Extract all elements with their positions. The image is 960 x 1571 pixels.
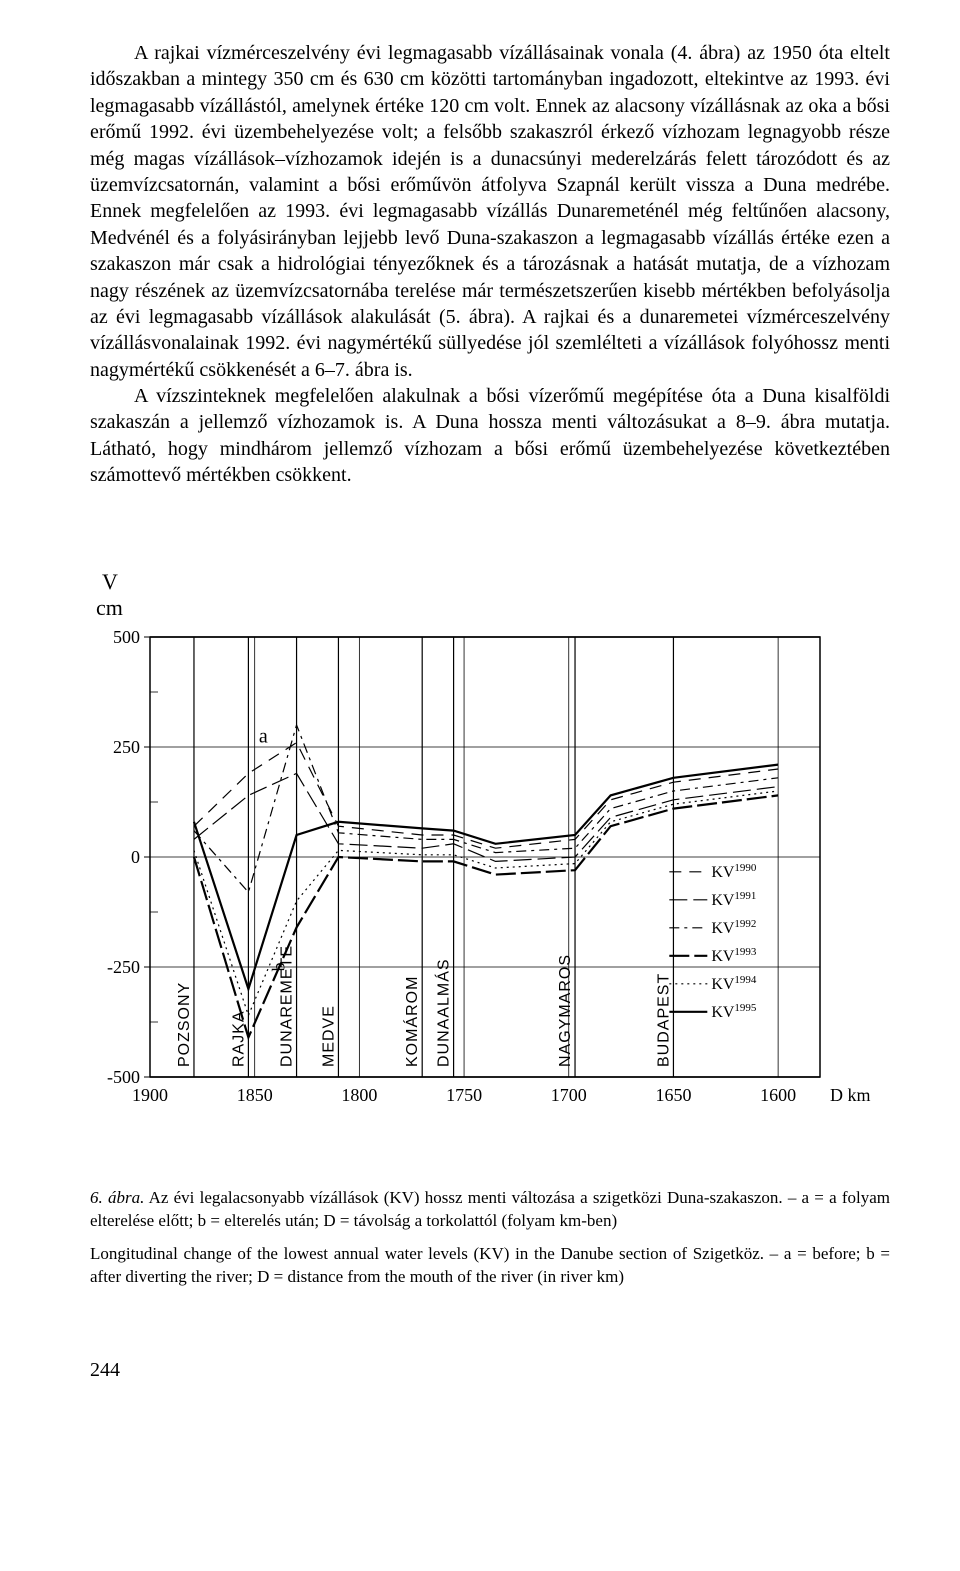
legend-label: KV1992 <box>711 918 756 937</box>
svg-text:1600: 1600 <box>760 1085 796 1105</box>
figure-caption-hu: 6. ábra. Az évi legalacsonyabb vízálláso… <box>90 1187 890 1233</box>
svg-text:1800: 1800 <box>341 1085 377 1105</box>
y-axis-unit: cm <box>96 595 890 621</box>
legend-label: KV1990 <box>711 862 757 881</box>
svg-text:1700: 1700 <box>551 1085 587 1105</box>
series-KV1990 <box>194 743 778 849</box>
body-paragraph-1: A rajkai vízmérceszelvény évi legmagasab… <box>90 40 890 383</box>
caption-text-hu: Az évi legalacsonyabb vízállások (KV) ho… <box>90 1188 890 1230</box>
figure-6: V cm -500 -250 0 250 500 1900 1850 1800 1750 1700… <box>90 569 890 1168</box>
y-axis-symbol: V <box>102 569 890 595</box>
svg-text:1650: 1650 <box>655 1085 691 1105</box>
series-KV1992 <box>194 725 778 892</box>
station-label: RAJKA <box>230 1011 247 1068</box>
svg-text:1750: 1750 <box>446 1085 482 1105</box>
legend-label: KV1994 <box>711 974 757 993</box>
station-label: POZSONY <box>176 982 193 1067</box>
svg-text:1850: 1850 <box>237 1085 273 1105</box>
annotation-b: b <box>268 963 288 972</box>
svg-text:250: 250 <box>113 737 140 757</box>
caption-lead: 6. ábra. <box>90 1188 144 1207</box>
station-label: DUNAALMÁS <box>434 959 453 1068</box>
svg-text:-250: -250 <box>107 957 140 977</box>
legend-label: KV1993 <box>711 946 757 965</box>
station-label: KOMÁROM <box>402 976 421 1067</box>
legend-label: KV1991 <box>711 890 756 909</box>
svg-text:500: 500 <box>113 627 140 647</box>
svg-text:D km: D km <box>830 1085 871 1105</box>
annotation-a: a <box>259 726 268 748</box>
figure-caption-en: Longitudinal change of the lowest annual… <box>90 1243 890 1289</box>
series-KV1991 <box>194 774 778 862</box>
svg-text:0: 0 <box>131 847 140 867</box>
station-label: NAGYMAROS <box>557 954 574 1067</box>
page-number: 244 <box>90 1359 890 1382</box>
station-label: MEDVE <box>320 1006 337 1068</box>
station-label: BUDAPEST <box>655 973 672 1067</box>
svg-text:1900: 1900 <box>132 1085 168 1105</box>
chart-svg: -500 -250 0 250 500 1900 1850 1800 1750 1700 1650 1… <box>90 627 890 1167</box>
legend-label: KV1995 <box>711 1002 757 1021</box>
svg-text:-500: -500 <box>107 1067 140 1087</box>
body-paragraph-2: A vízszinteknek megfelelően alakulnak a … <box>90 383 890 489</box>
